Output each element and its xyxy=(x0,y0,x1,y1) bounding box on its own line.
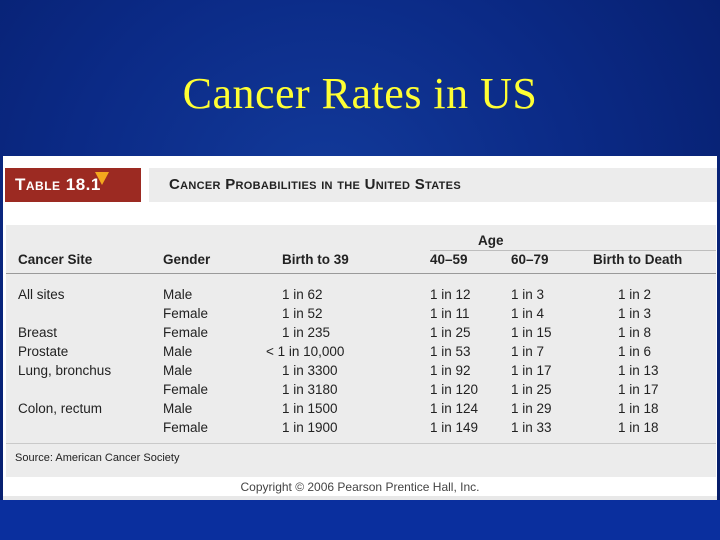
table-label: Table 18.1 xyxy=(5,168,141,202)
bottom-bar xyxy=(0,500,720,540)
label-gap xyxy=(141,168,149,202)
cell-gender: Male xyxy=(163,287,193,302)
cell-birth-39: 1 in 52 xyxy=(282,306,323,321)
cell-60-79: 1 in 25 xyxy=(511,382,552,397)
cell-40-59: 1 in 12 xyxy=(430,287,471,302)
cell-birth-39: 1 in 235 xyxy=(282,325,331,340)
cell-birth-death: 1 in 3 xyxy=(618,306,652,321)
cell-60-79: 1 in 7 xyxy=(511,344,545,359)
data-table: Age Cancer Site Gender Birth to 39 40–59… xyxy=(6,225,716,477)
cell-birth-death: 1 in 13 xyxy=(618,363,659,378)
cell-site: Prostate xyxy=(18,344,69,359)
header-rule xyxy=(6,273,716,274)
panel-bottom-edge xyxy=(3,496,717,500)
slide-title: Cancer Rates in US xyxy=(182,69,538,118)
cell-gender: Male xyxy=(163,344,193,359)
cell-60-79: 1 in 3 xyxy=(511,287,545,302)
cell-gender: Female xyxy=(163,325,209,340)
cell-40-59: 1 in 11 xyxy=(430,306,470,321)
cell-40-59: 1 in 53 xyxy=(430,344,471,359)
cell-40-59: 1 in 92 xyxy=(430,363,471,378)
age-group-header: Age xyxy=(478,233,504,248)
col-header-gender: Gender xyxy=(163,252,211,267)
cell-birth-death: 1 in 8 xyxy=(618,325,652,340)
cell-birth-death: 1 in 17 xyxy=(618,382,659,397)
cell-gender: Male xyxy=(163,363,193,378)
cell-site: Lung, bronchus xyxy=(18,363,112,378)
cell-60-79: 1 in 29 xyxy=(511,401,552,416)
col-header-40-59: 40–59 xyxy=(430,252,468,267)
cell-birth-death: 1 in 2 xyxy=(618,287,652,302)
age-group-rule xyxy=(430,250,716,251)
cell-gender: Female xyxy=(163,306,209,321)
cell-60-79: 1 in 17 xyxy=(511,363,552,378)
table-source: Source: American Cancer Society xyxy=(15,452,180,464)
cell-60-79: 1 in 4 xyxy=(511,306,545,321)
cell-site: Colon, rectum xyxy=(18,401,103,416)
cell-gender: Male xyxy=(163,401,193,416)
col-header-site: Cancer Site xyxy=(18,252,93,267)
cell-60-79: 1 in 33 xyxy=(511,420,552,435)
col-header-birth-39: Birth to 39 xyxy=(282,252,349,267)
footer-rule xyxy=(6,443,716,444)
cell-40-59: 1 in 120 xyxy=(430,382,479,397)
cell-birth-39: 1 in 1500 xyxy=(282,401,338,416)
caption-band xyxy=(149,168,717,202)
cell-gender: Female xyxy=(163,382,209,397)
cell-40-59: 1 in 149 xyxy=(430,420,479,435)
cell-site: All sites xyxy=(18,287,65,302)
cell-birth-39: 1 in 62 xyxy=(282,287,323,302)
cell-birth-death: 1 in 18 xyxy=(618,401,659,416)
col-header-60-79: 60–79 xyxy=(511,252,549,267)
cell-60-79: 1 in 15 xyxy=(511,325,552,340)
cell-birth-39: 1 in 3300 xyxy=(282,363,338,378)
cell-birth-death: 1 in 18 xyxy=(618,420,659,435)
cell-birth-death: 1 in 6 xyxy=(618,344,652,359)
cell-40-59: 1 in 25 xyxy=(430,325,471,340)
cell-gender: Female xyxy=(163,420,209,435)
cell-birth-39: 1 in 1900 xyxy=(282,420,338,435)
cell-site: Breast xyxy=(18,325,58,340)
table-panel: Table 18.1 Cancer Probabilities in the U… xyxy=(3,156,717,496)
col-header-birth-death: Birth to Death xyxy=(593,252,683,267)
table-caption: Cancer Probabilities in the United State… xyxy=(169,176,461,193)
cell-birth-39: 1 in 3180 xyxy=(282,382,338,397)
cell-birth-39: < 1 in 10,000 xyxy=(266,344,345,359)
table-marker-icon xyxy=(95,172,109,185)
cell-40-59: 1 in 124 xyxy=(430,401,479,416)
copyright-notice: Copyright © 2006 Pearson Prentice Hall, … xyxy=(240,480,480,494)
